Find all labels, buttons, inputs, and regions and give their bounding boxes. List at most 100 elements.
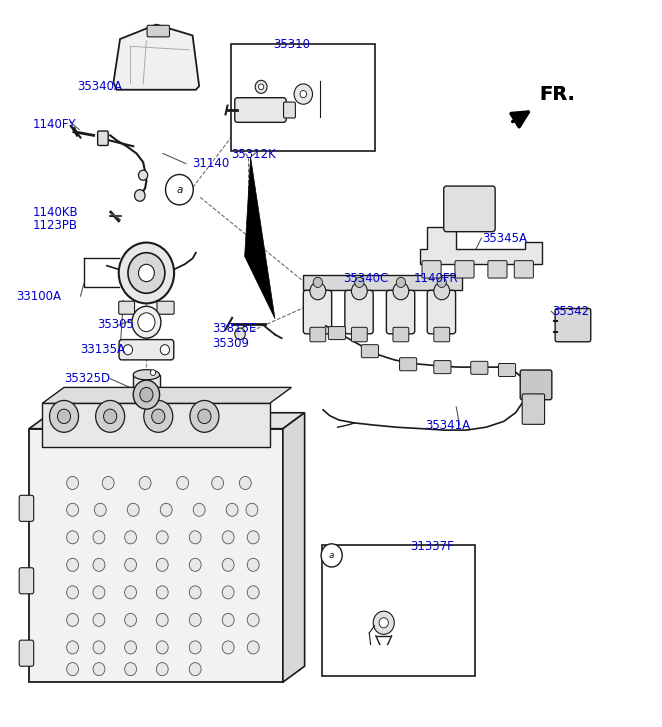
FancyBboxPatch shape xyxy=(19,495,34,521)
Circle shape xyxy=(144,401,173,433)
FancyBboxPatch shape xyxy=(157,301,174,314)
FancyBboxPatch shape xyxy=(444,186,495,232)
Circle shape xyxy=(248,558,259,571)
Circle shape xyxy=(124,586,136,599)
Circle shape xyxy=(93,558,105,571)
Circle shape xyxy=(67,662,79,675)
Circle shape xyxy=(156,641,168,654)
Circle shape xyxy=(124,614,136,627)
FancyBboxPatch shape xyxy=(147,25,169,37)
Circle shape xyxy=(313,277,322,287)
Circle shape xyxy=(140,387,153,402)
Circle shape xyxy=(222,641,234,654)
Circle shape xyxy=(189,586,201,599)
Text: 35310: 35310 xyxy=(273,39,310,52)
Circle shape xyxy=(138,170,148,180)
Circle shape xyxy=(437,277,446,287)
Circle shape xyxy=(189,531,201,544)
Ellipse shape xyxy=(133,395,160,405)
Ellipse shape xyxy=(133,369,160,379)
Circle shape xyxy=(152,409,165,424)
Text: 1140KB: 1140KB xyxy=(33,206,79,219)
FancyBboxPatch shape xyxy=(328,326,346,340)
FancyBboxPatch shape xyxy=(400,358,416,371)
Circle shape xyxy=(93,662,105,675)
FancyBboxPatch shape xyxy=(522,394,545,425)
Bar xyxy=(231,44,375,151)
Text: 35309: 35309 xyxy=(213,337,250,350)
Circle shape xyxy=(198,409,211,424)
FancyBboxPatch shape xyxy=(427,290,455,334)
Text: FR.: FR. xyxy=(540,85,575,104)
Circle shape xyxy=(248,586,259,599)
Text: 35312K: 35312K xyxy=(231,148,275,161)
Circle shape xyxy=(160,345,169,355)
Circle shape xyxy=(93,586,105,599)
Text: 35325D: 35325D xyxy=(64,372,110,385)
Polygon shape xyxy=(113,25,199,89)
Circle shape xyxy=(190,401,219,433)
FancyBboxPatch shape xyxy=(310,327,326,342)
FancyBboxPatch shape xyxy=(514,261,534,278)
Circle shape xyxy=(93,531,105,544)
Circle shape xyxy=(300,90,307,97)
Circle shape xyxy=(138,265,154,281)
Circle shape xyxy=(255,80,267,93)
Circle shape xyxy=(393,282,409,300)
FancyBboxPatch shape xyxy=(434,361,451,374)
FancyBboxPatch shape xyxy=(422,261,441,278)
Circle shape xyxy=(156,662,168,675)
Text: 35340C: 35340C xyxy=(343,273,388,285)
Circle shape xyxy=(189,558,201,571)
Circle shape xyxy=(150,369,156,375)
Circle shape xyxy=(434,282,449,300)
Text: 33100A: 33100A xyxy=(16,289,61,302)
Circle shape xyxy=(248,531,259,544)
Circle shape xyxy=(222,558,234,571)
Circle shape xyxy=(138,313,155,332)
Circle shape xyxy=(212,476,224,489)
Polygon shape xyxy=(42,387,291,403)
Circle shape xyxy=(128,253,165,293)
Text: 35341A: 35341A xyxy=(425,419,471,432)
Circle shape xyxy=(67,558,79,571)
FancyBboxPatch shape xyxy=(361,345,379,358)
FancyBboxPatch shape xyxy=(19,640,34,666)
Text: 1140FR: 1140FR xyxy=(414,273,459,285)
Circle shape xyxy=(189,662,201,675)
Circle shape xyxy=(67,531,79,544)
Text: 35342: 35342 xyxy=(553,305,590,318)
Circle shape xyxy=(133,380,160,409)
Circle shape xyxy=(222,586,234,599)
Circle shape xyxy=(124,531,136,544)
Text: FR.: FR. xyxy=(540,85,575,104)
FancyBboxPatch shape xyxy=(471,361,488,374)
Circle shape xyxy=(132,306,161,338)
Circle shape xyxy=(156,558,168,571)
Circle shape xyxy=(222,531,234,544)
Circle shape xyxy=(124,558,136,571)
Circle shape xyxy=(50,401,79,433)
Circle shape xyxy=(397,277,406,287)
Circle shape xyxy=(102,476,114,489)
Bar xyxy=(42,403,269,447)
Circle shape xyxy=(67,476,79,489)
Circle shape xyxy=(160,503,172,516)
Circle shape xyxy=(248,614,259,627)
Circle shape xyxy=(222,614,234,627)
FancyBboxPatch shape xyxy=(119,340,174,360)
FancyBboxPatch shape xyxy=(352,327,367,342)
Text: 1140FY: 1140FY xyxy=(33,118,77,131)
Circle shape xyxy=(156,614,168,627)
Text: 1123PB: 1123PB xyxy=(33,220,78,233)
FancyBboxPatch shape xyxy=(97,131,108,145)
Circle shape xyxy=(258,84,263,89)
Text: 31140: 31140 xyxy=(193,157,230,170)
FancyBboxPatch shape xyxy=(19,568,34,594)
Text: 31337F: 31337F xyxy=(410,539,454,553)
Circle shape xyxy=(127,503,139,516)
Circle shape xyxy=(139,476,151,489)
Circle shape xyxy=(166,174,193,205)
Polygon shape xyxy=(283,413,305,682)
FancyBboxPatch shape xyxy=(118,301,134,314)
